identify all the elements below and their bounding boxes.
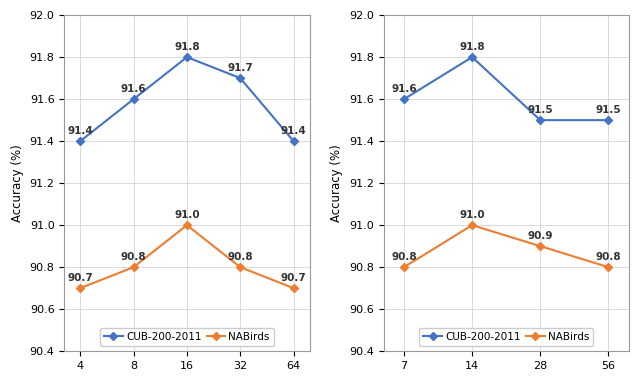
- Text: 91.6: 91.6: [121, 84, 147, 94]
- CUB-200-2011: [76, 139, 84, 143]
- Text: 91.7: 91.7: [227, 63, 253, 73]
- Text: 91.8: 91.8: [174, 42, 200, 52]
- Text: 91.4: 91.4: [67, 126, 93, 136]
- CUB-200-2011: [183, 55, 191, 60]
- CUB-200-2011: [236, 76, 244, 81]
- Text: 91.5: 91.5: [527, 105, 553, 115]
- CUB-200-2011: [605, 118, 612, 122]
- Line: NABirds: NABirds: [401, 222, 612, 270]
- NABirds: [236, 265, 244, 269]
- Text: 90.8: 90.8: [391, 252, 417, 262]
- Text: 91.0: 91.0: [460, 210, 485, 220]
- CUB-200-2011: [400, 97, 408, 101]
- CUB-200-2011: [536, 118, 544, 122]
- Text: 91.8: 91.8: [460, 42, 485, 52]
- Text: 90.8: 90.8: [596, 252, 621, 262]
- Text: 90.9: 90.9: [527, 231, 553, 241]
- Legend: CUB-200-2011, NABirds: CUB-200-2011, NABirds: [100, 328, 274, 346]
- Y-axis label: Accuracy (%): Accuracy (%): [11, 144, 24, 222]
- CUB-200-2011: [468, 55, 476, 60]
- Y-axis label: Accuracy (%): Accuracy (%): [330, 144, 344, 222]
- Text: 91.0: 91.0: [174, 210, 200, 220]
- NABirds: [290, 286, 298, 290]
- NABirds: [183, 223, 191, 227]
- Line: CUB-200-2011: CUB-200-2011: [77, 54, 297, 144]
- NABirds: [76, 286, 84, 290]
- NABirds: [605, 265, 612, 269]
- Text: 90.8: 90.8: [121, 252, 147, 262]
- CUB-200-2011: [130, 97, 138, 101]
- Text: 91.5: 91.5: [596, 105, 621, 115]
- Line: NABirds: NABirds: [77, 222, 297, 291]
- Text: 90.7: 90.7: [281, 273, 307, 283]
- NABirds: [468, 223, 476, 227]
- NABirds: [536, 244, 544, 248]
- NABirds: [130, 265, 138, 269]
- Text: 91.4: 91.4: [281, 126, 307, 136]
- Text: 90.7: 90.7: [67, 273, 93, 283]
- Text: 91.6: 91.6: [391, 84, 417, 94]
- CUB-200-2011: [290, 139, 298, 143]
- Legend: CUB-200-2011, NABirds: CUB-200-2011, NABirds: [419, 328, 593, 346]
- NABirds: [400, 265, 408, 269]
- Text: 90.8: 90.8: [227, 252, 253, 262]
- Line: CUB-200-2011: CUB-200-2011: [401, 54, 612, 123]
